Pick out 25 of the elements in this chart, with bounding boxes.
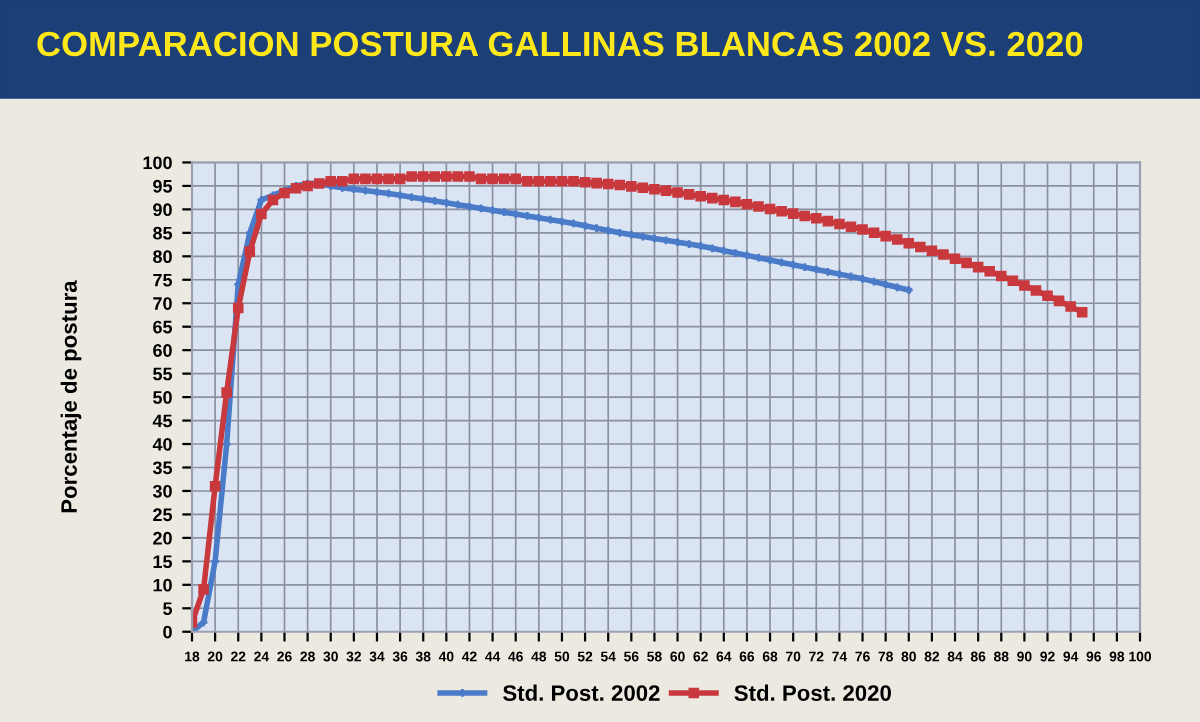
y-tick-label: 5 <box>163 602 173 616</box>
y-tick-label: 0 <box>163 625 172 639</box>
y-tick-label: 50 <box>153 391 172 404</box>
y-tick-label: 45 <box>152 414 173 428</box>
y-tick-label: 25 <box>153 508 173 522</box>
y-tick-label: 90 <box>153 203 172 217</box>
y-tick-label: 40 <box>152 437 172 451</box>
y-tick-label: 65 <box>153 320 173 334</box>
y-tick-label: 75 <box>153 273 173 287</box>
y-tick-label: 95 <box>153 179 173 193</box>
y-tick-label: 70 <box>153 297 172 310</box>
legend-label: Std. Post. 2002 <box>503 684 660 701</box>
chart-title: COMPARACION POSTURA GALLINAS BLANCAS 2002 VS. 2020 <box>37 31 1083 57</box>
y-tick-label: 10 <box>153 578 172 592</box>
y-tick-label: 60 <box>153 344 172 357</box>
y-tick-label: 20 <box>153 531 172 545</box>
y-tick-label: 80 <box>153 250 172 264</box>
y-tick-label: 35 <box>152 461 173 475</box>
y-tick-label: 15 <box>153 555 173 569</box>
y-tick-label: 85 <box>153 226 173 240</box>
y-axis-title: Porcentaje de postura <box>60 280 82 513</box>
y-tick-label: 55 <box>153 367 173 381</box>
legend-label: Std. Post. 2020 <box>734 684 891 701</box>
y-tick-label: 30 <box>152 484 172 498</box>
y-tick-label: 100 <box>143 156 172 170</box>
